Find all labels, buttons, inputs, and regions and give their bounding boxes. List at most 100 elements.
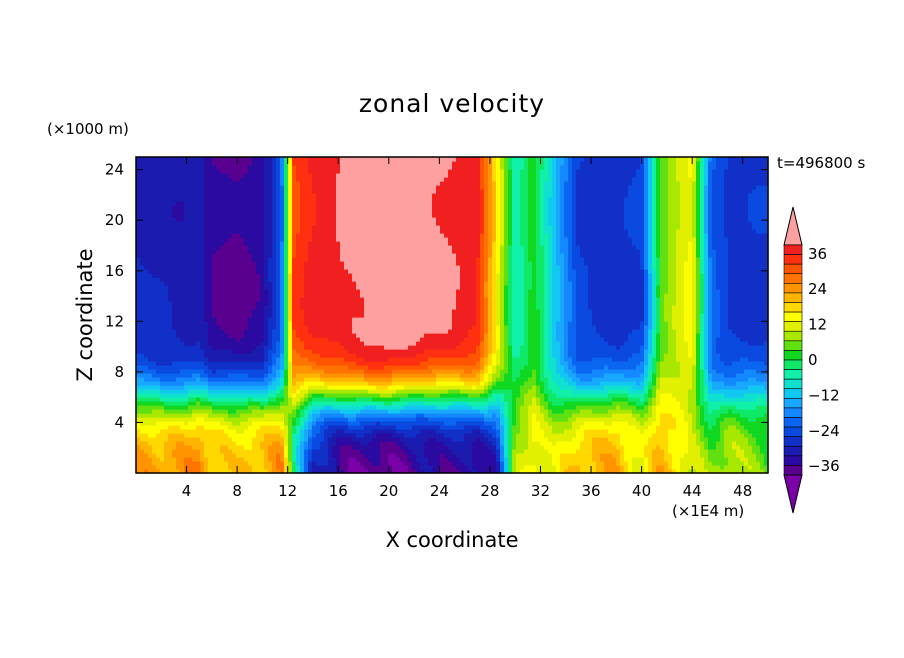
- field-cell: [316, 397, 321, 402]
- field-cell: [292, 217, 297, 222]
- field-cell: [140, 261, 145, 266]
- field-cell: [380, 169, 385, 174]
- field-cell: [188, 453, 193, 458]
- field-cell: [364, 273, 369, 278]
- field-cell: [176, 277, 181, 282]
- field-cell: [372, 369, 377, 374]
- field-cell: [196, 209, 201, 214]
- field-cell: [212, 165, 217, 170]
- field-cell: [272, 165, 277, 170]
- field-cell: [244, 201, 249, 206]
- field-cell: [188, 309, 193, 314]
- field-cell: [288, 241, 293, 246]
- field-cell: [256, 161, 261, 166]
- field-cell: [260, 281, 265, 286]
- field-cell: [360, 325, 365, 330]
- field-cell: [332, 349, 337, 354]
- field-cell: [284, 465, 289, 470]
- field-cell: [216, 301, 221, 306]
- field-cell: [220, 277, 225, 282]
- field-cell: [140, 305, 145, 310]
- field-cell: [272, 341, 277, 346]
- field-cell: [176, 389, 181, 394]
- field-cell: [136, 185, 141, 190]
- field-cell: [292, 357, 297, 362]
- field-cell: [280, 197, 285, 202]
- field-cell: [248, 157, 253, 162]
- field-cell: [192, 201, 197, 206]
- field-cell: [256, 357, 261, 362]
- field-cell: [376, 417, 381, 422]
- field-cell: [152, 241, 157, 246]
- field-cell: [140, 201, 145, 206]
- field-cell: [228, 225, 233, 230]
- field-cell: [212, 349, 217, 354]
- field-cell: [196, 333, 201, 338]
- field-cell: [288, 345, 293, 350]
- field-cell: [356, 281, 361, 286]
- field-cell: [256, 333, 261, 338]
- field-cell: [316, 285, 321, 290]
- field-cell: [340, 377, 345, 382]
- field-cell: [144, 173, 149, 178]
- field-cell: [356, 409, 361, 414]
- field-cell: [268, 401, 273, 406]
- field-cell: [300, 373, 305, 378]
- field-cell: [188, 173, 193, 178]
- field-cell: [228, 157, 233, 162]
- field-cell: [160, 225, 165, 230]
- field-cell: [336, 221, 341, 226]
- field-cell: [160, 441, 165, 446]
- field-cell: [328, 405, 333, 410]
- field-cell: [288, 321, 293, 326]
- field-cell: [380, 217, 385, 222]
- field-cell: [332, 177, 337, 182]
- field-cell: [152, 305, 157, 310]
- field-cell: [336, 453, 341, 458]
- field-cell: [144, 421, 149, 426]
- field-cell: [236, 213, 241, 218]
- field-cell: [268, 461, 273, 466]
- field-cell: [292, 437, 297, 442]
- field-cell: [144, 181, 149, 186]
- field-cell: [372, 281, 377, 286]
- field-cell: [232, 361, 237, 366]
- field-cell: [204, 253, 209, 258]
- field-cell: [200, 161, 205, 166]
- field-cell: [272, 205, 277, 210]
- field-cell: [320, 193, 325, 198]
- field-cell: [224, 357, 229, 362]
- field-cell: [140, 397, 145, 402]
- field-cell: [344, 225, 349, 230]
- field-cell: [196, 217, 201, 222]
- field-cell: [360, 305, 365, 310]
- field-cell: [288, 285, 293, 290]
- field-cell: [380, 329, 385, 334]
- field-cell: [204, 317, 209, 322]
- field-cell: [252, 169, 257, 174]
- field-cell: [296, 437, 301, 442]
- field-cell: [304, 285, 309, 290]
- field-cell: [196, 357, 201, 362]
- field-cell: [232, 365, 237, 370]
- field-cell: [208, 309, 213, 314]
- field-cell: [240, 453, 245, 458]
- field-cell: [220, 193, 225, 198]
- field-cell: [216, 409, 221, 414]
- field-cell: [272, 437, 277, 442]
- field-cell: [292, 345, 297, 350]
- field-cell: [372, 201, 377, 206]
- field-cell: [296, 181, 301, 186]
- field-cell: [192, 277, 197, 282]
- field-cell: [136, 329, 141, 334]
- field-cell: [180, 177, 185, 182]
- field-cell: [232, 197, 237, 202]
- field-cell: [184, 449, 189, 454]
- field-cell: [332, 305, 337, 310]
- field-cell: [364, 309, 369, 314]
- field-cell: [152, 213, 157, 218]
- field-cell: [288, 181, 293, 186]
- field-cell: [200, 273, 205, 278]
- field-cell: [224, 333, 229, 338]
- field-cell: [280, 217, 285, 222]
